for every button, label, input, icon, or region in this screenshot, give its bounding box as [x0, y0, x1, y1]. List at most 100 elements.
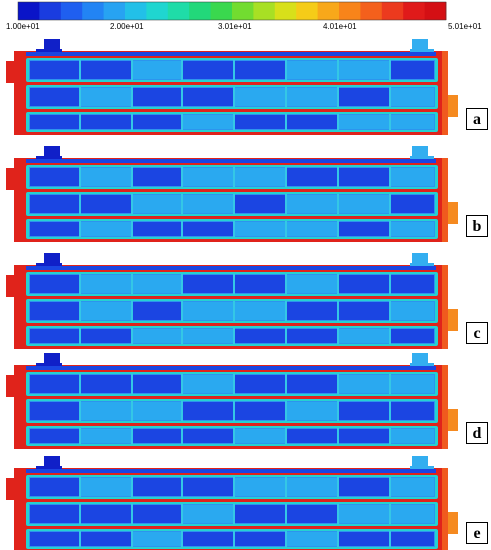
cell	[183, 532, 233, 546]
cell	[391, 478, 434, 496]
colorbar-graphic: 1.00e+01 2.00e+01 3.01e+01 4.01e+01 5.01…	[6, 1, 482, 31]
cell-divider	[233, 504, 235, 524]
cell-divider	[181, 531, 183, 547]
cell	[235, 505, 285, 523]
cell-divider	[181, 477, 183, 497]
cell-divider	[389, 401, 391, 421]
cell	[30, 115, 79, 129]
cell	[183, 222, 233, 236]
cell-divider	[337, 531, 339, 547]
panel-label-b: b	[466, 215, 488, 237]
cell-divider	[79, 274, 81, 294]
cell-divider	[131, 274, 133, 294]
colorbar-cell	[103, 2, 126, 20]
cell	[81, 532, 131, 546]
panel-label-a: a	[466, 108, 488, 130]
colorbar-cell	[253, 2, 276, 20]
colorbar-cell	[424, 2, 447, 20]
cell-divider	[389, 114, 391, 130]
cell-divider	[181, 114, 183, 130]
cell-divider	[337, 504, 339, 524]
colorbar-cell	[232, 2, 254, 20]
cell-divider	[285, 477, 287, 497]
cell	[133, 222, 181, 236]
cell	[235, 115, 285, 129]
cell-divider	[131, 504, 133, 524]
cell-divider	[285, 401, 287, 421]
panel-label-d: d	[466, 422, 488, 444]
cell	[391, 302, 434, 320]
cell-divider	[131, 60, 133, 80]
cell-divider	[79, 374, 81, 394]
contour-panel-b: b	[0, 140, 491, 242]
cell-divider	[79, 301, 81, 321]
frame-right-edge	[442, 158, 448, 242]
cell-divider	[233, 401, 235, 421]
contour-panel-e: e	[0, 450, 491, 550]
frame-right-edge	[442, 265, 448, 349]
left-inlet-stub	[6, 375, 16, 397]
colorbar-cell	[167, 2, 190, 20]
cell-divider	[337, 60, 339, 80]
colorbar-tick-4: 4.01e+01	[323, 22, 357, 31]
cell-divider	[285, 328, 287, 344]
panel-b-field	[6, 146, 458, 242]
cell	[287, 168, 337, 186]
top-manifold	[26, 266, 436, 270]
cell-divider	[285, 301, 287, 321]
cell	[287, 505, 337, 523]
cell-divider	[181, 274, 183, 294]
cell	[339, 195, 389, 213]
cell	[133, 61, 181, 79]
cell	[339, 375, 389, 393]
cell-divider	[233, 301, 235, 321]
cell-divider	[181, 401, 183, 421]
cell-divider	[181, 60, 183, 80]
cell	[81, 195, 131, 213]
cell-divider	[285, 274, 287, 294]
cell	[287, 195, 337, 213]
cell-divider	[181, 374, 183, 394]
cell	[339, 532, 389, 546]
cell	[339, 478, 389, 496]
cell	[339, 222, 389, 236]
colorbar-cell	[317, 2, 340, 20]
colorbar-cell	[82, 2, 104, 20]
top-manifold	[26, 366, 436, 370]
colorbar-cell	[39, 2, 62, 20]
cell-divider	[131, 531, 133, 547]
cell	[287, 329, 337, 343]
cell-divider	[233, 194, 235, 214]
cell	[30, 505, 79, 523]
cell	[235, 222, 285, 236]
cell	[391, 402, 434, 420]
cell	[391, 505, 434, 523]
cell-divider	[285, 60, 287, 80]
cell	[81, 88, 131, 106]
cell-divider	[233, 87, 235, 107]
cell-divider	[337, 301, 339, 321]
cell-divider	[337, 328, 339, 344]
cell	[30, 302, 79, 320]
cell	[391, 195, 434, 213]
cell-divider	[233, 221, 235, 237]
cell	[183, 302, 233, 320]
cell-divider	[389, 504, 391, 524]
cell	[183, 168, 233, 186]
cell-divider	[181, 301, 183, 321]
cell	[133, 88, 181, 106]
colorbar-cell	[210, 2, 233, 20]
cell	[391, 329, 434, 343]
cell-divider	[79, 504, 81, 524]
cell-divider	[233, 60, 235, 80]
cell-divider	[131, 167, 133, 187]
cell	[391, 168, 434, 186]
colorbar-tick-3: 3.01e+01	[218, 22, 252, 31]
cell	[287, 532, 337, 546]
cell	[339, 275, 389, 293]
cell	[339, 505, 389, 523]
panel-e-field	[6, 456, 458, 550]
cell-divider	[389, 167, 391, 187]
cell	[133, 532, 181, 546]
cell	[287, 375, 337, 393]
